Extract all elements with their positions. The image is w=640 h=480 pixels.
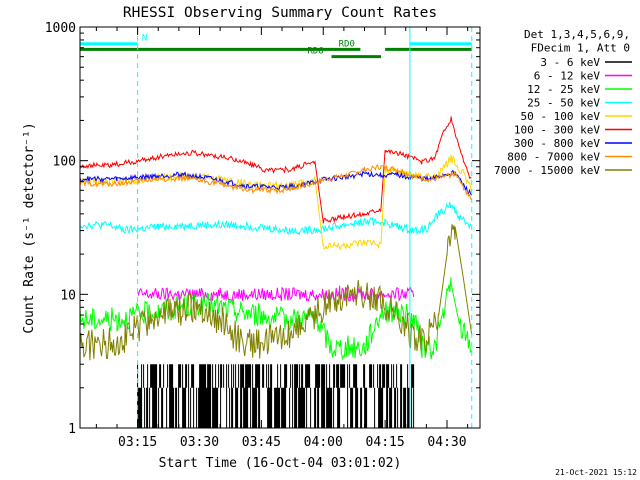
legend-label-12-25-kev: 12 - 25 keV (527, 83, 600, 96)
legend-label-50-100-kev: 50 - 100 keV (521, 110, 601, 123)
x-tick-label: 04:15 (366, 435, 405, 450)
legend-label-25-50-kev: 25 - 50 keV (527, 97, 600, 110)
mode-bar-label-n: N (142, 34, 147, 44)
legend-label-3-6-kev: 3 - 6 keV (540, 56, 600, 69)
y-tick-label: 100 (53, 155, 76, 170)
series-7000-15000-kev (80, 224, 473, 361)
legend-label-6-12-kev: 6 - 12 keV (534, 70, 601, 83)
x-axis-label: Start Time (16-Oct-04 03:01:02) (159, 456, 402, 471)
x-tick-label: 04:00 (304, 435, 343, 450)
mode-bar-label-rd0: RD0 (339, 39, 355, 49)
legend-label-100-300-kev: 100 - 300 keV (514, 124, 600, 137)
footer-timestamp: 21-Oct-2021 15:12 (555, 468, 637, 477)
legend-header-line: FDecim 1, Att 0 (531, 42, 630, 55)
chart-title: RHESSI Observing Summary Count Rates (123, 5, 437, 21)
series-12-25-kev (80, 277, 472, 361)
legend-header-line: Det 1,3,4,5,6,9, (524, 28, 630, 41)
series-25-50-kev (80, 201, 472, 236)
mode-bar-label-rd6: RD6 (307, 47, 323, 57)
series-100-300-kev (80, 116, 472, 224)
series-3-6-kev (137, 364, 415, 428)
x-tick-label: 04:30 (427, 435, 466, 450)
series-6-12-kev (137, 286, 415, 302)
y-axis-label: Count Rate (s⁻¹ detector⁻¹) (22, 122, 37, 333)
legend-label-800-7000-kev: 800 - 7000 keV (507, 151, 600, 164)
y-tick-label: 10 (60, 288, 76, 303)
y-tick-label: 1000 (45, 21, 76, 36)
x-tick-label: 03:45 (242, 435, 281, 450)
series-800-7000-kev (80, 163, 472, 201)
legend-label-7000-15000-kev: 7000 - 15000 keV (494, 164, 600, 177)
x-tick-label: 03:15 (118, 435, 157, 450)
y-tick-label: 1 (68, 422, 76, 437)
x-tick-label: 03:30 (180, 435, 219, 450)
plot-frame (79, 26, 481, 429)
legend-label-300-800-kev: 300 - 800 keV (514, 137, 600, 150)
